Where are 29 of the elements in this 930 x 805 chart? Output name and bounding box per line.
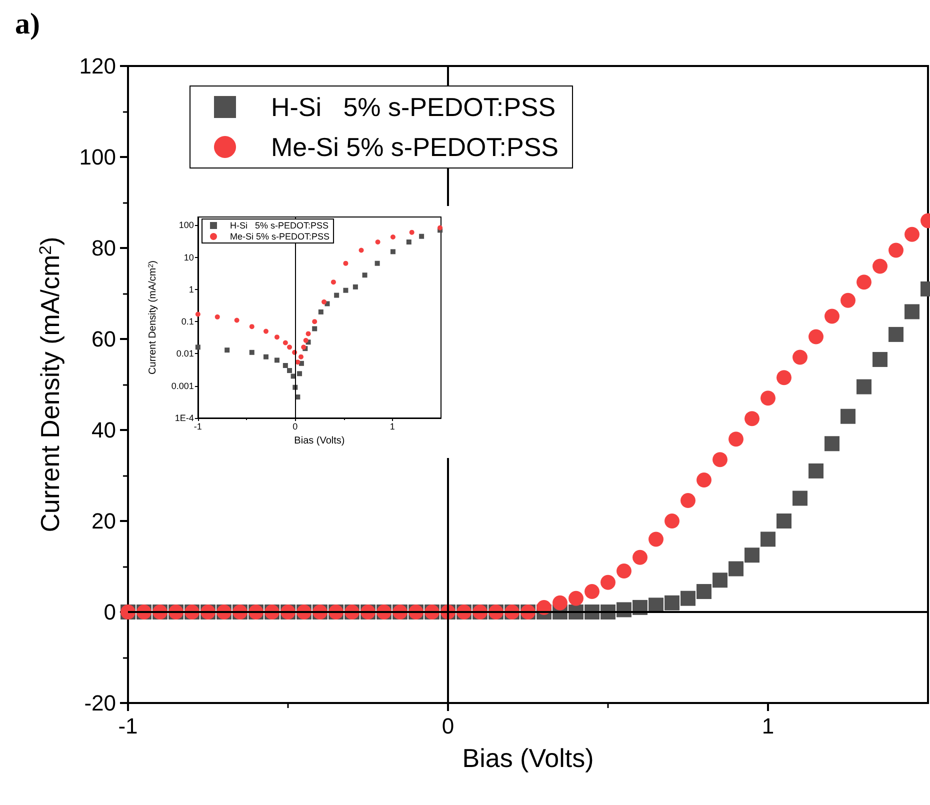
y-tick-label: 1E-4 — [174, 413, 194, 423]
y-tick-label: 100 — [178, 220, 194, 230]
x-tick-label: 1 — [762, 714, 774, 738]
x-tick-label: -1 — [118, 714, 138, 738]
y-tick-label: 0.001 — [171, 380, 194, 391]
legend-label: Me-Si 5% s-PEDOT:PSS — [271, 132, 559, 162]
y-tick-label: 0.1 — [181, 316, 194, 327]
x-tick-label: 1 — [390, 422, 395, 432]
y-tick-label: 1 — [188, 284, 194, 294]
y-tick-label: 80 — [92, 236, 116, 260]
y-axis-title: Current Density (mA/cm2) — [35, 236, 66, 532]
x-tick-label: 0 — [292, 422, 298, 432]
legend-label: Me-Si 5% s-PEDOT:PSS — [230, 232, 330, 242]
y-tick-label: 20 — [92, 508, 116, 534]
legend-label: H-Si 5% s-PEDOT:PSS — [271, 92, 556, 122]
y-tick-label: 120 — [79, 54, 116, 78]
x-axis-title: Bias (Volts) — [294, 435, 345, 446]
y-tick-label: 10 — [184, 252, 194, 262]
y-tick-label: 40 — [92, 418, 116, 442]
y-tick-label: 60 — [92, 326, 116, 352]
x-tick-label: 0 — [442, 714, 454, 738]
chart-title: a) — [15, 8, 40, 40]
y-tick-label: 0.01 — [176, 348, 194, 359]
y-tick-label: 100 — [79, 144, 116, 170]
x-tick-label: -1 — [194, 422, 202, 432]
y-tick-label: -20 — [84, 690, 116, 716]
y-tick-label: 0 — [104, 600, 116, 624]
legend-label: H-Si 5% s-PEDOT:PSS — [230, 220, 329, 230]
x-axis-title: Bias (Volts) — [462, 743, 594, 773]
